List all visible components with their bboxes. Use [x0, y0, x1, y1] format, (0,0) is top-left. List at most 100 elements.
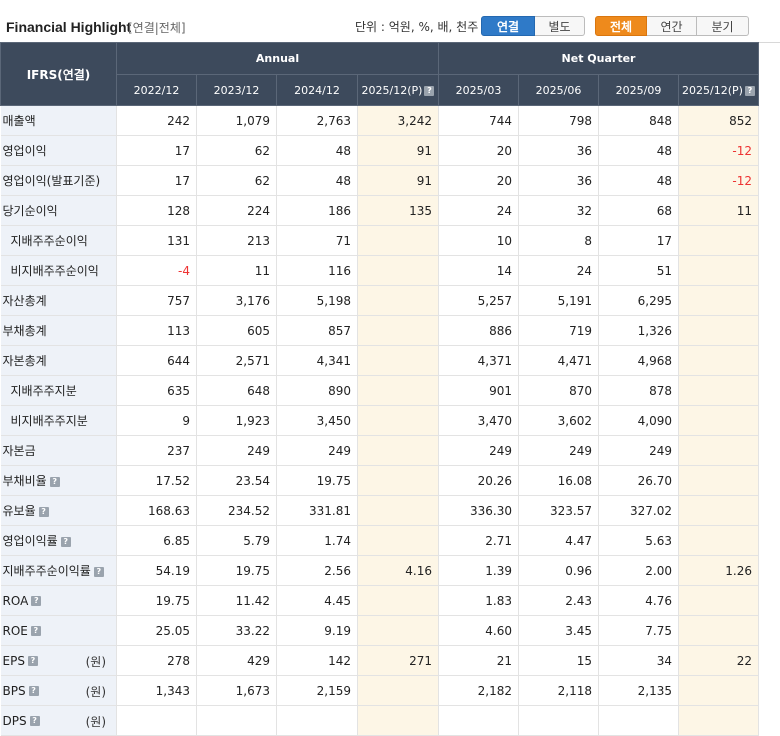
value-cell	[678, 225, 760, 256]
value-cell: 7.75	[598, 615, 680, 646]
value-cell: 890	[276, 375, 358, 406]
value-cell	[678, 465, 760, 496]
period-label: 2024/12	[294, 83, 340, 97]
row-label: 자산총계	[0, 285, 117, 316]
toggle-annual-button[interactable]: 연간	[647, 16, 697, 36]
section-header: Financial Highlight [연결|전체] 단위 : 억원, %, …	[0, 0, 780, 43]
value-cell: 237	[116, 435, 197, 466]
value-cell: 242	[116, 105, 197, 136]
quarter-group-header: Net Quarter	[438, 42, 760, 75]
value-cell: 3,176	[196, 285, 277, 316]
toggle-quarter-button[interactable]: 분기	[697, 16, 749, 36]
value-cell	[678, 345, 760, 376]
period-header-6: 2025/09	[598, 74, 680, 106]
value-cell: 798	[518, 105, 600, 136]
help-icon[interactable]: ?	[28, 686, 39, 696]
row-label-text: BPS	[2, 683, 26, 698]
value-cell: 2,159	[276, 675, 358, 706]
help-icon[interactable]: ?	[424, 85, 435, 96]
value-cell	[678, 585, 760, 616]
row-label: 유보율?	[0, 495, 117, 526]
value-cell: 3.45	[518, 615, 600, 646]
value-cell	[357, 345, 440, 376]
period-header-4: 2025/03	[438, 74, 520, 106]
value-cell	[357, 285, 440, 316]
toggle-all-button[interactable]: 전체	[595, 16, 647, 36]
value-cell: 36	[518, 135, 600, 166]
table-row: 비지배주주순이익 -4 11 116 14 24 51	[0, 255, 760, 286]
value-cell	[678, 405, 760, 436]
help-icon[interactable]: ?	[27, 656, 38, 666]
value-cell	[357, 375, 440, 406]
row-label-text: 영업이익(발표기준)	[2, 174, 101, 188]
toggle-separate-button[interactable]: 별도	[535, 16, 585, 36]
value-cell: 4.16	[357, 555, 440, 586]
value-cell: 3,602	[518, 405, 600, 436]
value-cell: 5,257	[438, 285, 520, 316]
value-cell: 1,326	[598, 315, 680, 346]
value-cell: 2.71	[438, 525, 520, 556]
value-cell: 142	[276, 645, 358, 676]
value-cell	[357, 315, 440, 346]
value-cell: 4,371	[438, 345, 520, 376]
value-cell: 16.08	[518, 465, 600, 496]
row-label: 자본총계	[0, 345, 117, 376]
table-row: EPS? (원) 278 429 142 271 21 15 34 22	[0, 645, 760, 676]
value-cell: 11	[678, 195, 760, 226]
value-cell: 17	[116, 135, 197, 166]
row-label-text: 영업이익	[2, 144, 47, 158]
section-title: Financial Highlight	[6, 19, 132, 35]
period-label: 2025/09	[615, 83, 662, 97]
help-icon[interactable]: ?	[30, 626, 41, 636]
value-cell: 116	[276, 255, 358, 286]
row-label-text: 지배주주지분	[10, 384, 77, 398]
table-row: ROE? 25.05 33.22 9.19 4.60 3.45 7.75	[0, 615, 760, 646]
help-icon[interactable]: ?	[49, 476, 60, 487]
value-cell: 1,673	[196, 675, 277, 706]
value-cell	[678, 615, 760, 646]
value-cell	[678, 315, 760, 346]
period-label: 2025/06	[535, 83, 582, 97]
help-icon[interactable]: ?	[31, 596, 42, 606]
value-cell: 19.75	[196, 555, 277, 586]
row-label: DPS? (원)	[0, 705, 117, 736]
help-icon[interactable]: ?	[29, 716, 40, 726]
value-cell: 17	[598, 225, 680, 256]
value-cell: 429	[196, 645, 277, 676]
row-label-text: 영업이익률	[2, 534, 58, 548]
period-label: 2022/12	[133, 83, 180, 97]
value-cell: 5,191	[518, 285, 600, 316]
help-icon[interactable]: ?	[38, 506, 49, 517]
period-header-2: 2024/12	[276, 74, 358, 106]
value-cell	[678, 285, 760, 316]
toggle-consolidated-button[interactable]: 연결	[481, 16, 535, 36]
value-cell: 135	[357, 195, 440, 226]
row-label: 영업이익	[0, 135, 117, 166]
section-subtitle: [연결|전체]	[128, 21, 186, 35]
period-header-5: 2025/06	[518, 74, 600, 106]
table-row: 부채총계 113 605 857 886 719 1,326	[0, 315, 760, 346]
help-icon[interactable]: ?	[744, 85, 755, 96]
help-icon[interactable]: ?	[60, 536, 71, 547]
value-cell: 1.39	[438, 555, 520, 586]
value-cell: 4,968	[598, 345, 680, 376]
value-cell	[678, 705, 760, 736]
value-cell	[678, 435, 760, 466]
value-cell: 24	[518, 255, 600, 286]
financial-highlight-table: IFRS(연결) Annual Net Quarter 2022/12 2023/…	[0, 42, 760, 736]
table-row: 유보율? 168.63 234.52 331.81 336.30 323.57 327.02	[0, 495, 760, 526]
row-label-text: 부채비율	[2, 474, 47, 488]
period-label: 2025/03	[455, 83, 502, 97]
value-cell: 2.43	[518, 585, 600, 616]
row-label-text: 당기순이익	[2, 204, 58, 218]
value-cell: 19.75	[276, 465, 358, 496]
value-cell: 2,118	[518, 675, 600, 706]
row-label: 당기순이익	[0, 195, 117, 226]
value-cell: 68	[598, 195, 680, 226]
annual-group-header: Annual	[115, 42, 440, 75]
row-label: 지배주주지분	[0, 375, 117, 406]
value-cell: 20	[438, 165, 520, 196]
value-cell: 36	[518, 165, 600, 196]
help-icon[interactable]: ?	[93, 566, 104, 577]
value-cell: 54.19	[116, 555, 197, 586]
